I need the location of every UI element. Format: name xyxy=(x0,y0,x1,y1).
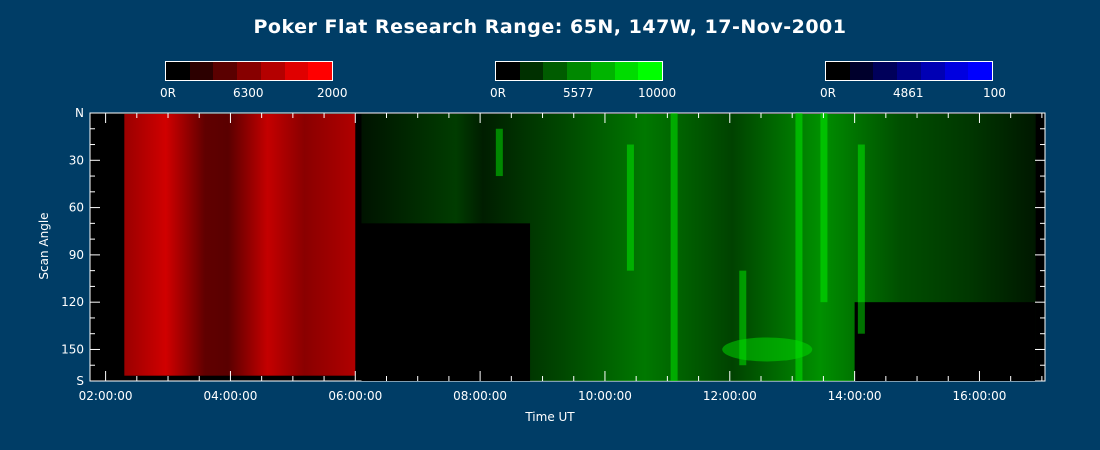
colorbar-5577-swatch-5 xyxy=(614,62,639,80)
colorbar-6300-max-label: 2000 xyxy=(317,86,348,100)
emission-region-6300 xyxy=(124,114,356,376)
colorbar-4861 xyxy=(825,61,993,81)
colorbar-6300-name-label: 6300 xyxy=(233,86,264,100)
no-data-region xyxy=(854,302,1036,381)
no-data-region-early xyxy=(361,223,531,381)
y-tick-label-1: 30 xyxy=(69,153,84,167)
auroral-arc-2 xyxy=(670,113,678,381)
y-axis-ticks: N 30 60 90 120 150 S xyxy=(61,106,1045,388)
colorbar-4861-swatch-1 xyxy=(849,62,874,80)
chart-title: Poker Flat Research Range: 65N, 147W, 17… xyxy=(253,16,847,38)
x-tick-label-3: 08:00:00 xyxy=(453,389,507,403)
colorbar-4861-swatch-6 xyxy=(968,62,993,80)
y-tick-label-6: S xyxy=(76,374,84,388)
colorbar-4861-swatch-4 xyxy=(920,62,945,80)
auroral-arc-6 xyxy=(857,144,865,334)
x-tick-label-2: 06:00:00 xyxy=(328,389,382,403)
x-tick-label-1: 04:00:00 xyxy=(203,389,257,403)
auroral-arc-0 xyxy=(495,128,503,177)
colorbar-4861-name-label: 4861 xyxy=(893,86,924,100)
colorbar-4861-swatch-5 xyxy=(944,62,969,80)
colorbar-6300-swatch-4 xyxy=(260,62,285,80)
auroral-arc-3 xyxy=(739,270,747,366)
y-tick-label-0: N xyxy=(75,106,84,120)
colorbar-4861-swatch-3 xyxy=(897,62,921,80)
colorbar-6300-swatch-1 xyxy=(189,62,214,80)
y-tick-label-5: 150 xyxy=(61,342,84,356)
colorbar-5577-swatch-1 xyxy=(519,62,544,80)
colorbar-6300 xyxy=(165,61,333,81)
x-axis-ticks: 02:00:00 04:00:00 06:00:00 08:00:00 10:00:00… xyxy=(79,113,1043,403)
colorbar-5577-name-label: 5577 xyxy=(563,86,594,100)
auroral-arc-4 xyxy=(795,113,803,381)
colorbar-5577-swatch-4 xyxy=(590,62,615,80)
colorbar-4861-max-label: 100 xyxy=(983,86,1006,100)
colorbar-5577-swatch-0 xyxy=(496,62,520,80)
emission-layer xyxy=(124,113,1036,381)
colorbar-5577-swatch-6 xyxy=(638,62,663,80)
colorbar-6300-swatch-5 xyxy=(284,62,309,80)
x-tick-label-5: 12:00:00 xyxy=(703,389,757,403)
colorbar-6300-swatch-3 xyxy=(237,62,261,80)
auroral-arc-5 xyxy=(820,113,828,303)
colorbar-4861-swatch-0 xyxy=(826,62,850,80)
x-tick-label-6: 14:00:00 xyxy=(828,389,882,403)
colorbar-4861-swatch-2 xyxy=(873,62,898,80)
colorbar-6300-swatch-2 xyxy=(213,62,238,80)
x-tick-label-7: 16:00:00 xyxy=(953,389,1007,403)
auroral-arc-1 xyxy=(626,144,634,271)
colorbar-5577-swatch-2 xyxy=(543,62,568,80)
colorbar-5577 xyxy=(495,61,663,81)
y-axis-label: Scan Angle xyxy=(37,212,51,280)
y-tick-label-2: 60 xyxy=(69,201,84,215)
colorbar-6300-swatch-0 xyxy=(166,62,190,80)
colorbar-4861-min-label: 0R xyxy=(820,86,836,100)
colorbar-6300-swatch-6 xyxy=(308,62,333,80)
colorbar-6300-min-label: 0R xyxy=(160,86,176,100)
colorbar-5577-swatch-3 xyxy=(567,62,591,80)
x-axis-label: Time UT xyxy=(525,410,575,424)
y-tick-label-3: 90 xyxy=(69,248,84,262)
auroral-glow xyxy=(722,337,813,362)
colorbar-5577-max-label: 10000 xyxy=(638,86,677,100)
x-tick-label-4: 10:00:00 xyxy=(578,389,632,403)
y-tick-label-4: 120 xyxy=(61,295,84,309)
x-tick-label-0: 02:00:00 xyxy=(79,389,133,403)
colorbar-5577-min-label: 0R xyxy=(490,86,506,100)
